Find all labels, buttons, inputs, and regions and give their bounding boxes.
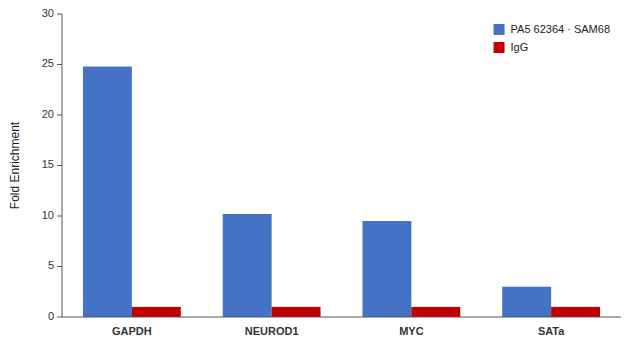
chart: 0 5 10 15 20 25 30 Fold Enrichment GAPDH NEUROD1 M… [0, 0, 635, 351]
bars [83, 67, 600, 317]
legend: PA5 62364 · SAM68 IgG [494, 23, 610, 53]
y-tick-label: 10 [42, 209, 54, 221]
y-axis: 0 5 10 15 20 25 30 [42, 7, 62, 322]
chart-container: 0 5 10 15 20 25 30 Fold Enrichment GAPDH NEUROD1 M… [0, 0, 635, 351]
y-tick [57, 115, 62, 116]
y-tick-label: 15 [42, 158, 54, 170]
legend-swatch [494, 24, 505, 35]
bar [83, 67, 132, 317]
bar [551, 307, 600, 317]
bar [272, 307, 321, 317]
x-tick-label: GAPDH [112, 325, 152, 337]
x-axis-line [62, 317, 621, 318]
bar [411, 307, 460, 317]
y-axis-label: Fold Enrichment [8, 121, 22, 209]
legend-swatch [494, 42, 505, 53]
bar [223, 214, 272, 317]
x-tick-label: NEUROD1 [245, 325, 299, 337]
y-tick-label: 25 [42, 57, 54, 69]
y-tick-label: 0 [48, 310, 54, 322]
x-tick-label: SATa [538, 325, 565, 337]
y-tick [57, 216, 62, 217]
legend-label: PA5 62364 · SAM68 [511, 23, 610, 35]
x-axis: GAPDH NEUROD1 MYC SATa [62, 317, 621, 337]
y-tick [57, 14, 62, 15]
y-tick [57, 64, 62, 65]
y-axis-line [62, 14, 63, 317]
y-tick [57, 317, 62, 318]
y-tick [57, 266, 62, 267]
bar [132, 307, 181, 317]
y-tick-label: 5 [48, 259, 54, 271]
x-tick-label: MYC [399, 325, 424, 337]
y-tick-label: 20 [42, 108, 54, 120]
legend-label: IgG [511, 41, 529, 53]
bar [362, 221, 411, 317]
y-tick [57, 165, 62, 166]
bar [502, 287, 551, 317]
y-tick-label: 30 [42, 7, 54, 19]
